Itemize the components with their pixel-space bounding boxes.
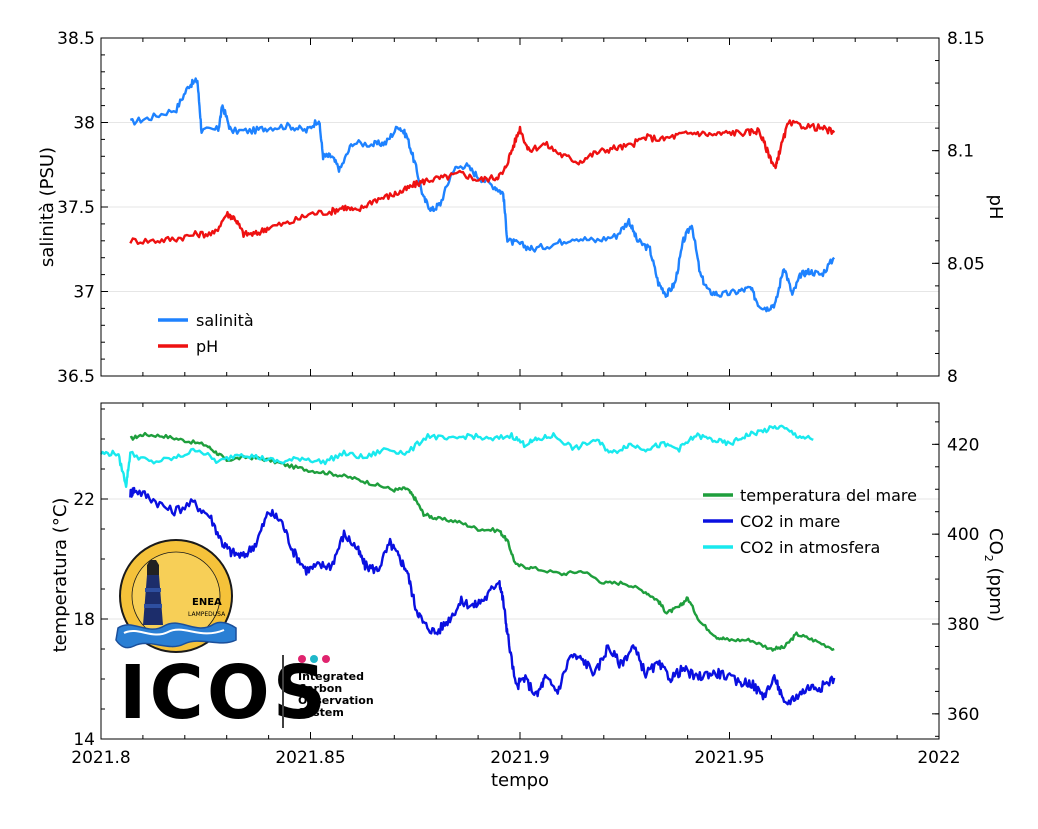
bottom-legend: temperatura del mare CO2 in mare CO2 in …	[703, 486, 917, 557]
station-seal-logo: ENEA LAMPEDUSA	[115, 539, 237, 653]
top-y-axis-label: salinità (PSU)	[37, 147, 58, 267]
icos-logo: ICOS Integrated Carbon Observation Syste…	[119, 650, 374, 736]
legend-label-salinita: salinità	[196, 311, 254, 330]
y2-label-subscript: 2	[982, 555, 995, 562]
icos-line-observation: Observation	[298, 694, 374, 707]
top-y2-axis-label: pH	[985, 195, 1006, 220]
y-tick-label: 38	[73, 114, 95, 134]
y2-tick-label: 420	[947, 435, 979, 455]
legend-label-ph: pH	[196, 337, 218, 356]
x-tick-label: 2021.8	[71, 748, 130, 768]
series-line-co2-in-atmosfera	[100, 424, 814, 488]
y2-tick-label: 8	[947, 367, 958, 387]
svg-text:CO2 (ppm): CO2 (ppm)	[982, 528, 1006, 622]
y-tick-label: 37	[73, 283, 95, 303]
station-seal-waves	[115, 621, 237, 649]
icos-line-system: System	[298, 706, 344, 719]
top-ticks: 36.5 37 37.5 38 38.5 8 8.05 8.1 8.15	[57, 29, 985, 387]
y-tick-label: 18	[73, 610, 95, 630]
y-tick-label: 14	[73, 730, 95, 750]
top-legend: salinità pH	[158, 311, 254, 356]
series-line-temperatura-del-mare	[129, 431, 835, 652]
legend-label-temperatura: temperatura del mare	[740, 486, 917, 505]
x-tick-label: 2021.85	[275, 748, 345, 768]
y2-tick-label: 8.05	[947, 254, 985, 274]
series-line-salinit-	[129, 77, 836, 313]
icos-line-carbon: Carbon	[298, 682, 342, 695]
y-tick-label: 22	[73, 490, 95, 510]
y-tick-label: 38.5	[57, 29, 95, 49]
top-series-group	[129, 77, 836, 313]
y2-tick-label: 380	[947, 615, 979, 635]
station-seal-agency: ENEA	[192, 597, 222, 608]
series-line-co2-in-mare	[129, 486, 836, 706]
x-axis-label: tempo	[491, 770, 549, 791]
icos-wordmark: ICOS	[119, 650, 329, 736]
bottom-y2-axis-label: CO2 (ppm)	[982, 528, 1006, 622]
bottom-series-group	[100, 424, 836, 706]
y2-tick-label: 8.15	[947, 29, 985, 49]
legend-label-co2-atmosfera: CO2 in atmosfera	[740, 538, 880, 557]
x-tick-label: 2022	[917, 748, 960, 768]
station-seal-waves-foam	[123, 628, 225, 636]
y-tick-label: 37.5	[57, 198, 95, 218]
bottom-panel: 14 18 22 360 380 400 420 2021.8 2021.85 2021.9 202…	[50, 402, 1006, 791]
x-tick-label: 2021.95	[694, 748, 764, 768]
y2-tick-label: 360	[947, 705, 979, 725]
y2-label-unit: (ppm)	[985, 562, 1006, 622]
lighthouse-icon	[143, 560, 163, 625]
icos-dot-1	[298, 655, 306, 663]
top-panel: 36.5 37 37.5 38 38.5 8 8.05 8.1 8.15 salinità (P…	[37, 29, 1006, 387]
y-tick-label: 36.5	[57, 367, 95, 387]
y2-tick-label: 400	[947, 525, 979, 545]
x-tick-label: 2021.9	[490, 748, 549, 768]
icos-dot-3	[322, 655, 330, 663]
station-seal-place: LAMPEDUSA	[188, 611, 226, 618]
icos-line-integrated: Integrated	[298, 670, 364, 683]
y2-tick-label: 8.1	[947, 142, 974, 162]
legend-label-co2-mare: CO2 in mare	[740, 512, 840, 531]
bottom-y-axis-label: temperatura (°C)	[50, 498, 71, 653]
series-line-ph	[129, 119, 836, 245]
y2-label-co: CO	[985, 528, 1006, 555]
icos-dot-2	[310, 655, 318, 663]
bottom-ticks: 14 18 22 360 380 400 420 2021.8 2021.85 2021.9 202…	[71, 403, 979, 768]
